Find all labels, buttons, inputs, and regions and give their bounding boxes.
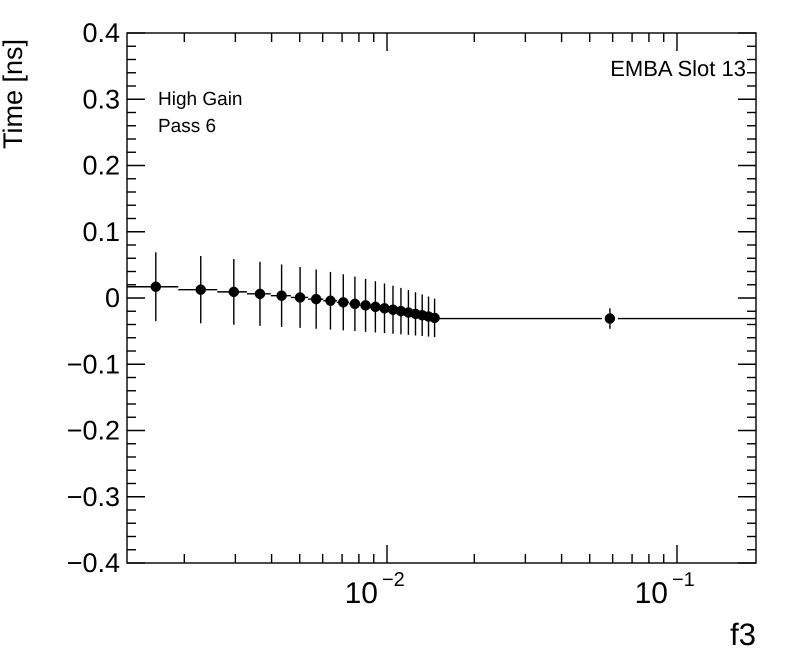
svg-text:f3: f3 <box>730 617 756 652</box>
svg-text:0.1: 0.1 <box>82 217 120 247</box>
svg-text:−0.3: −0.3 <box>67 482 120 512</box>
svg-text:EMBA Slot 13: EMBA Slot 13 <box>610 56 746 81</box>
svg-text:Pass 6: Pass 6 <box>158 116 216 137</box>
svg-text:High Gain: High Gain <box>158 89 243 110</box>
svg-text:0.3: 0.3 <box>82 84 120 114</box>
svg-text:0.2: 0.2 <box>82 151 120 181</box>
svg-text:0: 0 <box>105 283 120 313</box>
svg-text:−1: −1 <box>672 569 695 591</box>
svg-text:10: 10 <box>635 577 668 610</box>
svg-text:−0.2: −0.2 <box>67 416 120 446</box>
svg-text:−0.4: −0.4 <box>67 548 120 578</box>
svg-text:−0.1: −0.1 <box>67 349 120 379</box>
svg-text:−2: −2 <box>382 569 405 591</box>
svg-text:0.4: 0.4 <box>82 18 120 48</box>
svg-text:Time [ns]: Time [ns] <box>0 39 28 149</box>
svg-text:10: 10 <box>345 577 378 610</box>
